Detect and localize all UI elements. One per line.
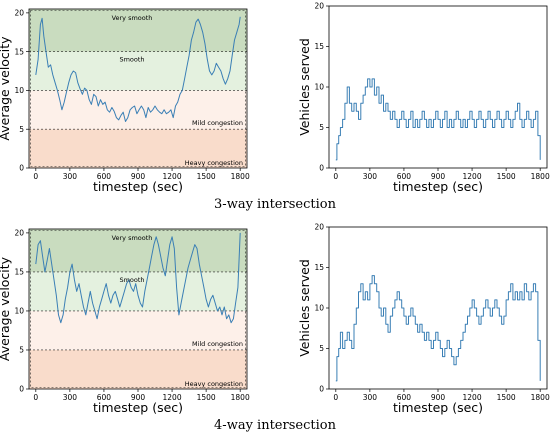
x-tick-label: 300	[363, 172, 378, 181]
y-axis-label: Average velocity	[0, 36, 12, 141]
y-tick-label: 5	[319, 344, 324, 353]
x-tick-label: 0	[33, 172, 38, 181]
y-tick-label: 10	[14, 307, 24, 316]
y-tick-label: 5	[319, 123, 324, 132]
y-axis-label: Average velocity	[0, 256, 12, 361]
x-tick-label: 1200	[463, 393, 482, 402]
y-axis-label: Vehicles served	[297, 259, 312, 357]
chart-3way-vehicles: 0 300 600 900 1200 1500 1800 0 5 10 15 20 timestep (…	[297, 2, 550, 194]
chart-4way-velocity: Heavy congestion Mild congestion Smooth Ver…	[0, 229, 250, 415]
x-tick-label: 1800	[231, 172, 250, 181]
x-tick-label: 1200	[463, 172, 482, 181]
band-label: Heavy congestion	[185, 159, 243, 167]
band-region	[29, 9, 247, 52]
band-dashed-border	[30, 230, 246, 388]
x-tick-label: 900	[131, 393, 146, 402]
caption-4way: 4-way intersection	[214, 418, 337, 433]
y-tick-label: 0	[319, 164, 324, 173]
x-tick-label: 300	[63, 393, 78, 402]
band-label: Mild congestion	[192, 119, 243, 127]
band-region	[29, 349, 247, 389]
band-region	[29, 271, 247, 311]
band-region	[29, 129, 247, 168]
x-tick-label: 1500	[497, 393, 516, 402]
y-tick-label: 20	[14, 8, 24, 17]
x-tick-label: 1200	[163, 393, 182, 402]
series-line	[35, 16, 241, 122]
band-label: Very smooth	[112, 14, 153, 22]
x-axis-label: timestep (sec)	[93, 400, 183, 415]
y-axis-label: Vehicles served	[297, 38, 312, 136]
y-tick-label: 10	[314, 304, 324, 313]
x-tick-label: 300	[363, 393, 378, 402]
x-tick-label: 1800	[531, 393, 550, 402]
series-line	[335, 78, 541, 161]
x-tick-label: 1800	[531, 172, 550, 181]
band-label: Smooth	[119, 56, 144, 64]
y-tick-label: 15	[14, 47, 24, 56]
x-axis-label: timestep (sec)	[93, 179, 183, 194]
y-tick-label: 15	[314, 263, 324, 272]
y-tick-label: 5	[19, 125, 24, 134]
band-label: Heavy congestion	[185, 380, 243, 388]
x-tick-label: 300	[63, 172, 78, 181]
band-region	[29, 229, 247, 272]
y-tick-label: 5	[19, 346, 24, 355]
x-tick-label: 1500	[497, 172, 516, 181]
y-tick-label: 20	[314, 223, 324, 232]
x-tick-label: 600	[397, 393, 412, 402]
band-dashed-border	[30, 10, 246, 167]
band-label: Very smooth	[112, 234, 153, 242]
band-label: Mild congestion	[192, 340, 243, 348]
x-tick-label: 0	[33, 393, 38, 402]
x-tick-label: 600	[397, 172, 412, 181]
x-tick-label: 1500	[197, 393, 216, 402]
x-tick-label: 1200	[163, 172, 182, 181]
x-tick-label: 0	[333, 393, 338, 402]
y-tick-label: 0	[319, 385, 324, 394]
y-tick-label: 20	[14, 229, 24, 238]
band-label: Smooth	[119, 276, 144, 284]
y-tick-label: 10	[14, 86, 24, 95]
x-tick-label: 1500	[197, 172, 216, 181]
y-tick-label: 15	[314, 42, 324, 51]
y-tick-label: 0	[19, 385, 24, 394]
y-tick-label: 10	[314, 83, 324, 92]
x-tick-label: 0	[333, 172, 338, 181]
band-region	[29, 51, 247, 91]
caption-3way: 3-way intersection	[214, 197, 337, 212]
y-tick-label: 15	[14, 268, 24, 277]
y-tick-label: 20	[314, 2, 324, 11]
x-tick-label: 900	[431, 393, 446, 402]
y-tick-label: 0	[19, 164, 24, 173]
series-line	[35, 232, 241, 324]
chart-3way-velocity: Heavy congestion Mild congestion Smooth Ver…	[0, 8, 250, 194]
series-line	[335, 275, 541, 382]
x-tick-label: 600	[97, 172, 112, 181]
axes-frame	[328, 5, 548, 169]
x-tick-label: 1800	[231, 393, 250, 402]
x-axis-label: timestep (sec)	[393, 400, 483, 415]
x-tick-label: 900	[131, 172, 146, 181]
x-tick-label: 600	[97, 393, 112, 402]
band-region	[29, 310, 247, 350]
chart-4way-vehicles: 0 300 600 900 1200 1500 1800 0 5 10 15 20 timestep (…	[297, 223, 550, 415]
x-tick-label: 900	[431, 172, 446, 181]
x-axis-label: timestep (sec)	[393, 179, 483, 194]
axes-frame	[328, 226, 548, 390]
